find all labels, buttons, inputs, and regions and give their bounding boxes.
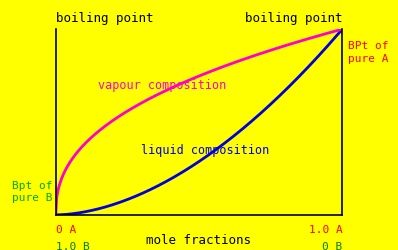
Text: boiling point: boiling point [245, 12, 342, 24]
Text: 0 A: 0 A [56, 224, 76, 234]
Text: 0 B: 0 B [322, 241, 342, 250]
Text: boiling point: boiling point [56, 12, 153, 24]
Text: 1.0 A: 1.0 A [308, 224, 342, 234]
Text: liquid composition: liquid composition [140, 144, 269, 157]
Text: 1.0 B: 1.0 B [56, 241, 90, 250]
Text: mole fractions: mole fractions [146, 234, 252, 246]
Text: BPt of
pure A: BPt of pure A [348, 41, 388, 63]
Text: vapour composition: vapour composition [98, 79, 226, 92]
Text: Bpt of
pure B: Bpt of pure B [12, 180, 53, 202]
